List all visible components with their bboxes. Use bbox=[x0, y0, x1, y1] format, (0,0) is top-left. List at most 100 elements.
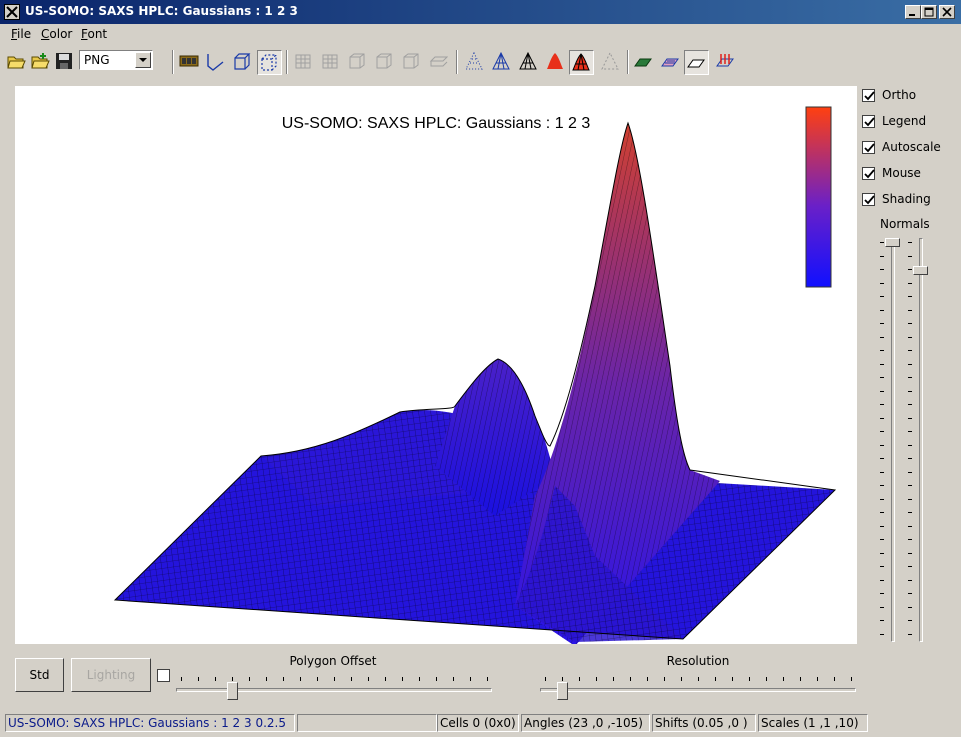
slider-tick bbox=[908, 404, 912, 405]
slider-tick bbox=[385, 677, 386, 681]
polygon-offset-slider-track[interactable] bbox=[176, 688, 492, 692]
minimize-button[interactable] bbox=[905, 5, 921, 19]
slider-tick bbox=[334, 677, 335, 681]
slider-tick bbox=[351, 677, 352, 681]
slider-tick bbox=[880, 417, 884, 419]
slider-tick bbox=[732, 677, 733, 681]
axes-frame-icon bbox=[207, 54, 224, 71]
open-plus-button[interactable] bbox=[29, 50, 51, 72]
slider-tick bbox=[908, 377, 912, 378]
film-button[interactable] bbox=[178, 50, 200, 72]
mouse-label: Mouse bbox=[882, 166, 921, 180]
app-icon[interactable] bbox=[4, 4, 20, 20]
menu-color[interactable]: Color bbox=[41, 27, 72, 41]
autoscale-check-box[interactable] bbox=[862, 141, 875, 154]
slider-tick bbox=[908, 485, 912, 486]
slider-tick bbox=[908, 444, 912, 446]
grid-left-button[interactable] bbox=[292, 50, 314, 72]
plot-canvas[interactable]: US-SOMO: SAXS HPLC: Gaussians : 1 2 3 bbox=[15, 86, 857, 644]
no-frame-button[interactable] bbox=[257, 50, 282, 75]
export-format-select[interactable]: PNG bbox=[79, 50, 153, 70]
surface-plot[interactable] bbox=[15, 86, 857, 644]
floor-empty-button[interactable] bbox=[684, 50, 709, 75]
slider-tick bbox=[908, 363, 912, 365]
slider-tick bbox=[419, 677, 420, 681]
normals-length-slider-handle[interactable] bbox=[885, 238, 900, 247]
no-data-style-icon bbox=[601, 51, 619, 70]
normals-quality-slider-track[interactable] bbox=[919, 238, 923, 642]
normals-quality-slider-handle[interactable] bbox=[913, 266, 928, 275]
slider-tick bbox=[880, 350, 884, 351]
slider-tick bbox=[880, 539, 884, 540]
toolbar-separator bbox=[627, 50, 629, 74]
menu-font[interactable]: Font bbox=[81, 27, 107, 41]
filled-mesh-style-button[interactable] bbox=[569, 50, 594, 75]
lighting-checkbox[interactable] bbox=[157, 669, 170, 682]
slider-tick bbox=[749, 677, 750, 681]
slider-tick bbox=[908, 593, 912, 594]
resolution-slider-handle[interactable] bbox=[557, 682, 568, 700]
slider-tick bbox=[453, 677, 454, 681]
color-legend-bar bbox=[805, 106, 832, 288]
slider-tick bbox=[249, 677, 250, 681]
slider-tick bbox=[908, 620, 912, 621]
normals-length-slider-track[interactable] bbox=[891, 238, 895, 642]
resolution-slider-track[interactable] bbox=[540, 688, 856, 692]
menu-file[interactable]: File bbox=[11, 27, 31, 41]
grid-front-button[interactable] bbox=[400, 50, 422, 72]
open-icon bbox=[7, 56, 26, 69]
slider-tick bbox=[908, 525, 912, 527]
no-data-style-button[interactable] bbox=[599, 50, 621, 72]
close-button[interactable] bbox=[939, 5, 955, 19]
slider-tick bbox=[880, 444, 884, 446]
legend-check-box[interactable] bbox=[862, 115, 875, 128]
save-button[interactable] bbox=[53, 50, 75, 72]
slider-tick bbox=[908, 309, 912, 311]
slider-tick bbox=[562, 677, 563, 681]
std-button[interactable]: Std bbox=[15, 658, 64, 692]
hidden-line-style-button[interactable] bbox=[517, 50, 539, 72]
checkmark-icon bbox=[864, 169, 875, 179]
legend-label: Legend bbox=[882, 114, 927, 128]
film-icon bbox=[179, 55, 199, 67]
grid-right-button[interactable] bbox=[319, 50, 341, 72]
filled-mesh-style-icon bbox=[572, 53, 590, 71]
slider-tick bbox=[783, 677, 784, 681]
slider-tick bbox=[664, 677, 665, 681]
slider-tick bbox=[880, 552, 884, 554]
lighting-button[interactable]: Lighting bbox=[71, 658, 151, 692]
maximize-button[interactable] bbox=[921, 5, 937, 19]
slider-tick bbox=[880, 255, 884, 257]
floor-iso-button[interactable] bbox=[659, 50, 681, 72]
slider-tick bbox=[908, 566, 912, 567]
slider-tick bbox=[880, 363, 884, 365]
polygon-offset-slider-handle[interactable] bbox=[227, 682, 238, 700]
slider-tick bbox=[698, 677, 699, 681]
slider-tick bbox=[880, 458, 884, 459]
filled-style-button[interactable] bbox=[544, 50, 566, 72]
box-frame-button[interactable] bbox=[231, 50, 253, 72]
grid-ceil-button[interactable] bbox=[346, 50, 368, 72]
slider-tick bbox=[368, 677, 369, 681]
slider-tick bbox=[908, 458, 912, 459]
slider-tick bbox=[215, 677, 216, 681]
point-style-button[interactable] bbox=[463, 50, 485, 72]
shading-check-box[interactable] bbox=[862, 193, 875, 206]
dropdown-arrow[interactable] bbox=[135, 52, 151, 68]
slider-tick bbox=[908, 282, 912, 284]
slider-tick bbox=[908, 539, 912, 540]
wireframe-style-button[interactable] bbox=[490, 50, 512, 72]
normals-button[interactable] bbox=[714, 50, 736, 72]
ortho-check-box[interactable] bbox=[862, 89, 875, 102]
slider-tick bbox=[317, 677, 318, 681]
floor-data-button[interactable] bbox=[632, 50, 654, 72]
mouse-check-box[interactable] bbox=[862, 167, 875, 180]
title-bar[interactable]: US-SOMO: SAXS HPLC: Gaussians : 1 2 3 bbox=[0, 0, 961, 24]
axes-frame-button[interactable] bbox=[204, 50, 226, 72]
slider-tick bbox=[880, 593, 884, 594]
slider-tick bbox=[880, 282, 884, 284]
slider-tick bbox=[300, 677, 301, 681]
grid-back-button[interactable] bbox=[427, 50, 449, 72]
open-button[interactable] bbox=[5, 50, 27, 72]
grid-floor-button[interactable] bbox=[373, 50, 395, 72]
